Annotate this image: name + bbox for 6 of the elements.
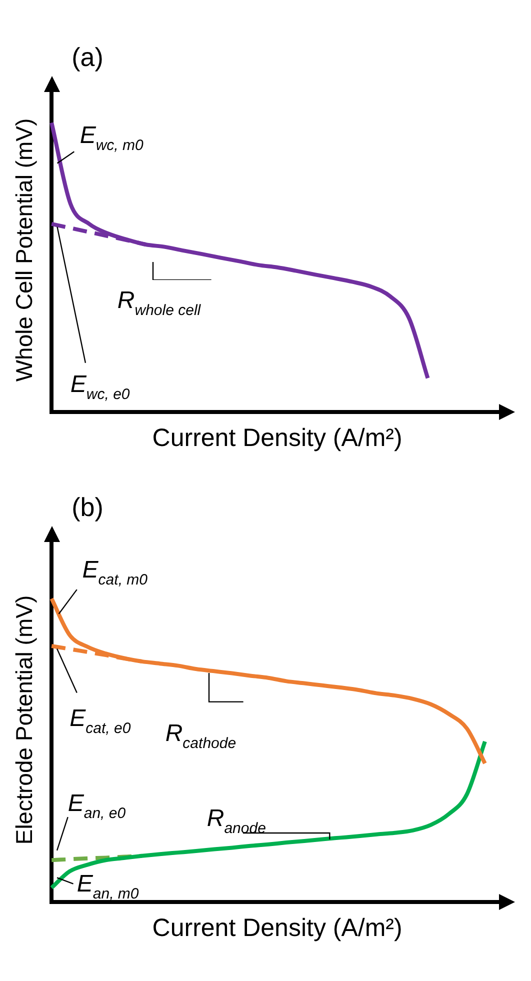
chart-title: (b)	[72, 492, 104, 522]
chart-title: (a)	[72, 42, 104, 72]
y-axis-title: Whole Cell Potential (mV)	[11, 118, 38, 382]
x-axis-title: Current Density (A/m²)	[152, 914, 402, 942]
y-axis-title: Electrode Potential (mV)	[11, 595, 38, 845]
x-axis-title: Current Density (A/m²)	[152, 424, 402, 452]
